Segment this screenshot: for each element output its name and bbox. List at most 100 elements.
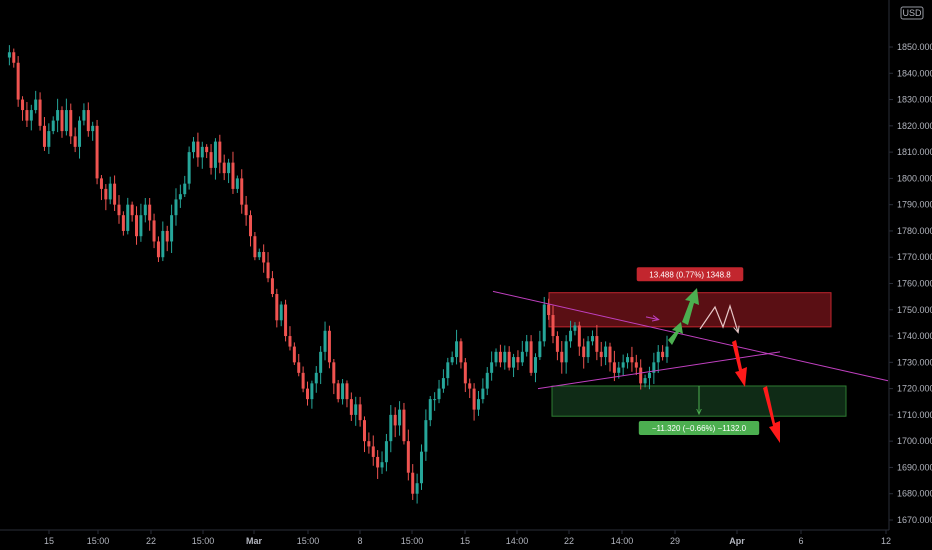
time-tick-label: 6 — [798, 536, 803, 546]
candle-body — [56, 110, 60, 121]
candle-body — [476, 399, 480, 410]
candle-body — [292, 346, 296, 363]
price-tick-label: 1810.000 — [897, 147, 932, 157]
candle-body — [301, 372, 305, 389]
candle-body — [174, 199, 178, 216]
candle-body — [612, 362, 616, 373]
time-tick-label: 15:00 — [192, 536, 215, 546]
candle-body — [516, 357, 520, 363]
time-tick-label: 15:00 — [401, 536, 424, 546]
candle-body — [78, 120, 82, 147]
candle-body — [91, 125, 95, 132]
candle-body — [402, 409, 406, 442]
candle-body — [507, 351, 511, 368]
candle-body — [354, 404, 358, 415]
candle-body — [547, 304, 551, 316]
price-tick-label: 1840.000 — [897, 68, 932, 78]
candle-body — [86, 110, 90, 132]
candle-body — [599, 351, 603, 358]
candle-body — [560, 351, 564, 363]
candle-body — [319, 351, 323, 373]
price-tick-label: 1720.000 — [897, 384, 932, 394]
candle-body — [327, 330, 331, 363]
candle-body — [529, 341, 533, 373]
candle-body — [99, 178, 103, 189]
candle-body — [424, 420, 428, 452]
candle-body — [485, 372, 489, 389]
candle-body — [222, 162, 226, 174]
candle-body — [60, 110, 64, 132]
candle-body — [253, 236, 257, 258]
candle-body — [152, 220, 156, 242]
price-tick-label: 1790.000 — [897, 200, 932, 210]
candle-body — [284, 304, 288, 337]
time-tick-label: 12 — [881, 536, 891, 546]
candle-body — [165, 230, 169, 242]
candle-body — [156, 241, 160, 258]
candle-body — [362, 420, 366, 442]
trendline-1 — [492, 290, 889, 382]
candle-body — [249, 215, 253, 237]
candle-body — [16, 62, 20, 100]
candle-body — [398, 409, 402, 426]
candle-body — [406, 441, 410, 473]
candle-body — [69, 110, 73, 137]
candle-body — [275, 294, 279, 321]
candle-body — [42, 125, 46, 147]
time-tick-label: 14:00 — [506, 536, 529, 546]
candle-body — [604, 346, 608, 358]
measurement-tools: 13.488 (0.77%) 1348.8 −11.320 (−0.66%) −1… — [636, 267, 760, 436]
candle-body — [12, 52, 16, 63]
candle-body — [170, 215, 174, 242]
candle-body — [538, 341, 542, 358]
candle-body — [196, 141, 200, 158]
candle-body — [314, 372, 318, 384]
candle-body — [555, 336, 559, 352]
candle-body — [393, 414, 397, 426]
candle-body — [569, 330, 573, 342]
candle-body — [113, 183, 117, 205]
price-tick-label: 1690.000 — [897, 462, 932, 472]
candle-body — [630, 357, 634, 363]
green-up-arrow-large — [682, 288, 699, 325]
candle-body — [389, 414, 393, 442]
candle-body — [595, 336, 599, 352]
candle-body — [661, 351, 665, 358]
time-tick-label: 15 — [44, 536, 54, 546]
candle-body — [384, 441, 388, 463]
candle-body — [306, 388, 310, 400]
candle-body — [468, 383, 472, 389]
candle-body — [205, 146, 209, 153]
time-tick-label: 14:00 — [611, 536, 634, 546]
candle-body — [503, 351, 507, 363]
candle-body — [7, 52, 11, 58]
projection-arrows — [668, 288, 780, 443]
candle-body — [459, 341, 463, 363]
candle-body — [446, 362, 450, 379]
candle-body — [371, 446, 375, 457]
candle-body — [38, 99, 42, 126]
price-tick-label: 1820.000 — [897, 121, 932, 131]
candle-body — [341, 383, 345, 400]
projection-zigzag — [699, 304, 738, 332]
currency-label: USD — [902, 8, 922, 18]
price-tick-label: 1740.000 — [897, 331, 932, 341]
candle-body — [270, 278, 274, 295]
candle-body — [590, 336, 594, 342]
candle-body — [564, 341, 568, 363]
candle-body — [108, 183, 112, 200]
price-tick-label: 1770.000 — [897, 252, 932, 262]
candle-body — [577, 325, 581, 347]
red-down-arrow-1 — [732, 340, 747, 387]
candle-body — [200, 146, 204, 158]
candle-body — [192, 141, 196, 153]
candle-body — [29, 110, 33, 121]
price-tick-label: 1800.000 — [897, 173, 932, 183]
price-tick-label: 1780.000 — [897, 226, 932, 236]
measure-label-box-1 — [636, 267, 744, 282]
candle-body — [345, 383, 349, 400]
candle-body — [358, 404, 362, 421]
candle-body — [582, 346, 586, 358]
candle-body — [257, 251, 261, 258]
